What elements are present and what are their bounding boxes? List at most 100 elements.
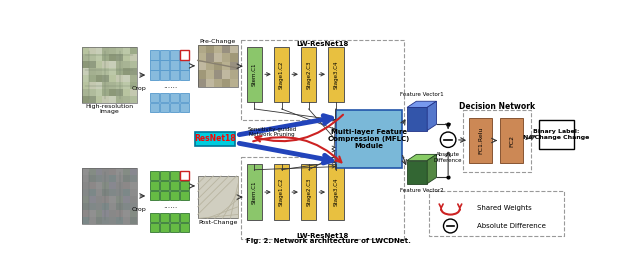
Polygon shape bbox=[428, 154, 436, 184]
FancyBboxPatch shape bbox=[150, 93, 159, 102]
FancyBboxPatch shape bbox=[206, 45, 214, 54]
FancyBboxPatch shape bbox=[116, 203, 124, 210]
FancyBboxPatch shape bbox=[88, 89, 95, 96]
FancyBboxPatch shape bbox=[198, 176, 238, 218]
FancyBboxPatch shape bbox=[170, 223, 179, 232]
FancyBboxPatch shape bbox=[109, 61, 116, 68]
FancyBboxPatch shape bbox=[109, 54, 116, 61]
FancyBboxPatch shape bbox=[214, 62, 222, 70]
FancyBboxPatch shape bbox=[131, 61, 138, 68]
Text: LW-ResNet18: LW-ResNet18 bbox=[296, 41, 349, 47]
FancyBboxPatch shape bbox=[88, 196, 95, 203]
Polygon shape bbox=[407, 107, 428, 131]
FancyBboxPatch shape bbox=[274, 164, 289, 220]
FancyBboxPatch shape bbox=[88, 75, 95, 82]
FancyBboxPatch shape bbox=[206, 79, 214, 87]
FancyBboxPatch shape bbox=[116, 75, 124, 82]
FancyBboxPatch shape bbox=[131, 196, 138, 203]
Text: Sensitivity-guided
Network Pruning: Sensitivity-guided Network Pruning bbox=[248, 127, 297, 138]
FancyBboxPatch shape bbox=[88, 168, 95, 175]
FancyBboxPatch shape bbox=[222, 45, 230, 54]
FancyBboxPatch shape bbox=[116, 217, 124, 224]
FancyBboxPatch shape bbox=[124, 182, 131, 189]
FancyBboxPatch shape bbox=[170, 170, 179, 180]
FancyBboxPatch shape bbox=[124, 47, 131, 54]
FancyBboxPatch shape bbox=[88, 189, 95, 196]
FancyBboxPatch shape bbox=[170, 50, 179, 60]
FancyBboxPatch shape bbox=[230, 62, 238, 70]
Text: Stage1.C2: Stage1.C2 bbox=[279, 60, 284, 88]
FancyBboxPatch shape bbox=[150, 103, 159, 112]
FancyBboxPatch shape bbox=[180, 50, 189, 60]
FancyBboxPatch shape bbox=[102, 217, 109, 224]
FancyBboxPatch shape bbox=[180, 170, 189, 180]
FancyBboxPatch shape bbox=[95, 61, 102, 68]
FancyBboxPatch shape bbox=[124, 217, 131, 224]
FancyBboxPatch shape bbox=[131, 189, 138, 196]
FancyBboxPatch shape bbox=[116, 89, 124, 96]
FancyBboxPatch shape bbox=[81, 61, 88, 68]
FancyBboxPatch shape bbox=[102, 82, 109, 89]
Circle shape bbox=[444, 219, 458, 233]
FancyBboxPatch shape bbox=[95, 189, 102, 196]
FancyBboxPatch shape bbox=[102, 182, 109, 189]
FancyBboxPatch shape bbox=[274, 47, 289, 102]
FancyBboxPatch shape bbox=[109, 217, 116, 224]
FancyBboxPatch shape bbox=[206, 54, 214, 62]
Text: Stage2.C3: Stage2.C3 bbox=[306, 60, 311, 88]
FancyBboxPatch shape bbox=[131, 96, 138, 103]
FancyBboxPatch shape bbox=[170, 61, 179, 70]
FancyBboxPatch shape bbox=[116, 61, 124, 68]
FancyBboxPatch shape bbox=[102, 175, 109, 182]
FancyBboxPatch shape bbox=[160, 103, 169, 112]
FancyBboxPatch shape bbox=[88, 203, 95, 210]
FancyBboxPatch shape bbox=[180, 181, 189, 190]
FancyBboxPatch shape bbox=[222, 62, 230, 70]
FancyBboxPatch shape bbox=[109, 96, 116, 103]
Text: Crop: Crop bbox=[131, 206, 146, 211]
FancyBboxPatch shape bbox=[88, 82, 95, 89]
FancyBboxPatch shape bbox=[131, 68, 138, 75]
Text: Absolute Difference: Absolute Difference bbox=[477, 223, 546, 229]
FancyBboxPatch shape bbox=[124, 96, 131, 103]
FancyBboxPatch shape bbox=[206, 62, 214, 70]
Polygon shape bbox=[428, 101, 436, 131]
FancyBboxPatch shape bbox=[109, 82, 116, 89]
FancyBboxPatch shape bbox=[198, 45, 206, 54]
Polygon shape bbox=[407, 101, 436, 107]
Text: Absolute
Difference: Absolute Difference bbox=[434, 152, 462, 163]
Text: Stage3.C4: Stage3.C4 bbox=[333, 60, 339, 88]
Text: Feature Vector1: Feature Vector1 bbox=[400, 92, 444, 97]
FancyBboxPatch shape bbox=[198, 54, 206, 62]
FancyBboxPatch shape bbox=[81, 182, 88, 189]
Text: Fig. 2. Network architecture of LWCDNet.: Fig. 2. Network architecture of LWCDNet. bbox=[246, 238, 410, 244]
FancyBboxPatch shape bbox=[88, 61, 95, 68]
FancyBboxPatch shape bbox=[116, 54, 124, 61]
FancyBboxPatch shape bbox=[160, 223, 169, 232]
FancyBboxPatch shape bbox=[102, 54, 109, 61]
FancyBboxPatch shape bbox=[116, 96, 124, 103]
FancyBboxPatch shape bbox=[150, 181, 159, 190]
FancyBboxPatch shape bbox=[81, 75, 88, 82]
FancyBboxPatch shape bbox=[109, 182, 116, 189]
FancyBboxPatch shape bbox=[102, 189, 109, 196]
FancyBboxPatch shape bbox=[95, 203, 102, 210]
FancyBboxPatch shape bbox=[131, 217, 138, 224]
FancyBboxPatch shape bbox=[88, 54, 95, 61]
FancyBboxPatch shape bbox=[170, 181, 179, 190]
FancyBboxPatch shape bbox=[180, 191, 189, 200]
FancyBboxPatch shape bbox=[95, 168, 102, 175]
FancyBboxPatch shape bbox=[124, 210, 131, 217]
FancyBboxPatch shape bbox=[206, 70, 214, 79]
FancyBboxPatch shape bbox=[81, 82, 88, 89]
FancyBboxPatch shape bbox=[102, 168, 109, 175]
FancyBboxPatch shape bbox=[116, 210, 124, 217]
FancyBboxPatch shape bbox=[160, 70, 169, 80]
FancyBboxPatch shape bbox=[214, 45, 222, 54]
FancyBboxPatch shape bbox=[116, 196, 124, 203]
FancyBboxPatch shape bbox=[81, 96, 88, 103]
FancyBboxPatch shape bbox=[116, 175, 124, 182]
FancyBboxPatch shape bbox=[180, 93, 189, 102]
FancyBboxPatch shape bbox=[81, 210, 88, 217]
Polygon shape bbox=[407, 160, 428, 184]
